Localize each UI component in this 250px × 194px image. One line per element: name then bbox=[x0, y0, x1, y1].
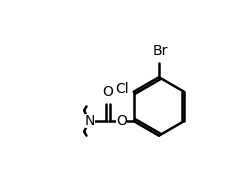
Text: O: O bbox=[116, 114, 127, 128]
Text: Br: Br bbox=[152, 44, 168, 58]
Text: O: O bbox=[103, 85, 114, 99]
Text: Cl: Cl bbox=[115, 82, 129, 96]
Text: N: N bbox=[85, 114, 96, 128]
